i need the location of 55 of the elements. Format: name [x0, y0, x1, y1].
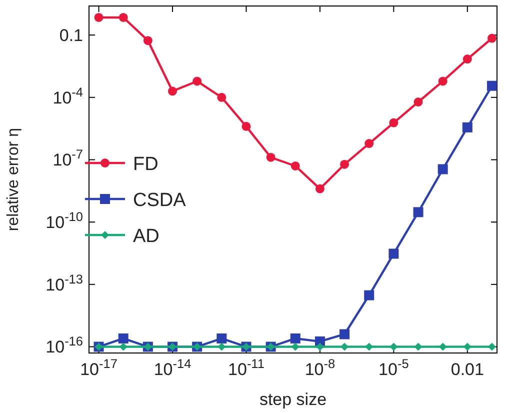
x-tick-label: 10$^{-8}$	[304, 356, 336, 379]
point	[340, 160, 350, 169]
x-tick-label: 10$^{-14}$	[154, 356, 192, 379]
point	[290, 333, 300, 344]
y-tick-label: 10$^{-10}$	[46, 208, 83, 232]
point	[462, 122, 472, 132]
point	[364, 290, 374, 300]
y-tick-label: 0.1	[59, 26, 83, 46]
point	[118, 12, 128, 22]
x-tick-label: 10$^{-17}$	[80, 356, 118, 379]
x-tick-label: 10$^{-11}$	[228, 356, 264, 379]
point	[414, 98, 423, 106]
point	[487, 34, 496, 43]
legend-label: AD	[133, 226, 160, 247]
point	[365, 342, 374, 351]
point	[388, 248, 399, 259]
point	[218, 342, 226, 351]
legend-label: FD	[133, 154, 158, 175]
y-tick-label: 10$^{-7}$	[52, 146, 83, 170]
point	[118, 333, 128, 344]
legend-label: CSDA	[133, 190, 186, 211]
point	[168, 86, 178, 96]
point	[216, 333, 227, 344]
point	[462, 54, 472, 64]
point	[119, 342, 128, 351]
point	[340, 342, 349, 351]
point	[291, 342, 300, 351]
point	[242, 122, 251, 131]
point	[290, 161, 300, 170]
point	[488, 342, 496, 351]
point	[143, 36, 152, 46]
point	[413, 207, 424, 218]
point	[217, 92, 226, 102]
point	[414, 342, 422, 351]
x-axis-title: step size	[259, 390, 327, 409]
point	[438, 164, 448, 174]
y-tick-label: 10$^{-16}$	[46, 333, 83, 357]
point	[94, 12, 104, 22]
point	[389, 118, 398, 128]
point	[316, 342, 324, 351]
y-tick-label: 10$^{-13}$	[46, 270, 83, 294]
point	[364, 139, 374, 148]
point	[438, 76, 448, 86]
point	[390, 342, 398, 351]
point	[192, 76, 202, 86]
point	[438, 342, 447, 351]
point	[486, 80, 497, 91]
point	[266, 152, 276, 162]
point	[463, 342, 472, 351]
x-tick-label: 10$^{-5}$	[378, 356, 409, 379]
point	[340, 329, 350, 340]
point	[315, 184, 324, 194]
x-tick-label: 0.01	[450, 360, 484, 379]
y-axis-title: relative error η	[5, 128, 22, 232]
y-tick-label: 10$^{-4}$	[52, 84, 83, 108]
